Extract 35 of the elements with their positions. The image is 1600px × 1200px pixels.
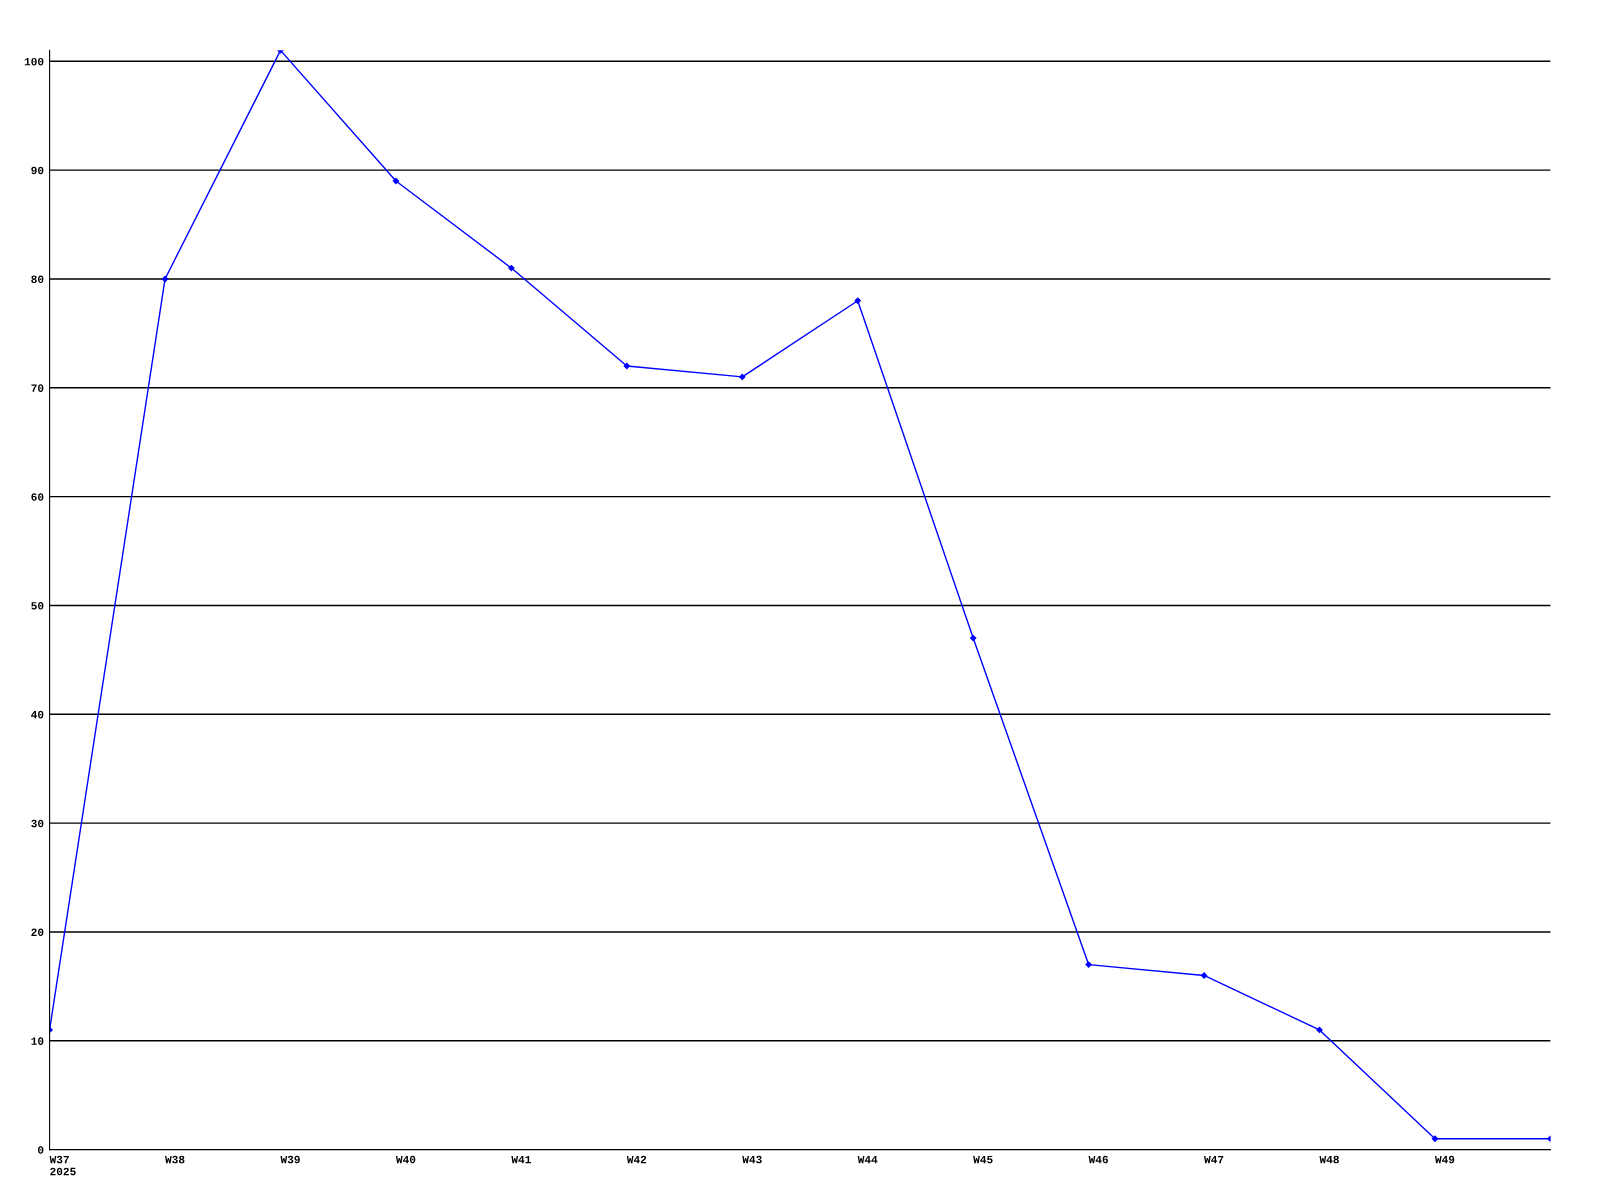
y-tick-label: 90 <box>31 166 44 175</box>
y-tick-label: 80 <box>31 275 44 284</box>
point <box>1200 972 1208 979</box>
x-tick-label: W44 <box>857 1155 878 1164</box>
y-tick-label: 10 <box>31 1037 44 1045</box>
point <box>508 264 515 272</box>
x-tick-label: W42 <box>626 1155 647 1164</box>
y-tick-label: 60 <box>31 493 44 501</box>
point <box>739 373 746 381</box>
x-tick-label: W48 <box>1319 1155 1339 1164</box>
y-tick-label: 0 <box>38 1146 44 1154</box>
y-tick-label: 30 <box>31 819 44 828</box>
y-tick-label: 100 <box>24 57 44 66</box>
y-tick-label: 40 <box>31 710 44 719</box>
x-tick-label: W38 <box>165 1155 185 1164</box>
point <box>1085 961 1092 968</box>
point <box>161 275 169 283</box>
x-tick-label: W46 <box>1088 1155 1108 1164</box>
x-tick-label: W49 <box>1434 1155 1455 1164</box>
y-tick-label: 20 <box>31 928 44 937</box>
point <box>854 297 861 304</box>
point <box>623 362 630 370</box>
point <box>1316 1026 1323 1034</box>
point <box>970 634 977 642</box>
x-tick-label: W47 <box>1204 1155 1224 1164</box>
point <box>392 177 400 185</box>
point <box>1431 1135 1439 1142</box>
y-tick-label: 50 <box>31 602 44 610</box>
x-tick-label: W45 <box>973 1155 993 1164</box>
y-tick-label: 70 <box>31 384 44 392</box>
x-tick-label: W37 2025 <box>49 1155 76 1176</box>
x-tick-label: W43 <box>742 1155 762 1164</box>
x-tick-label: W39 <box>280 1155 300 1164</box>
x-tick-label: W40 <box>395 1155 416 1164</box>
x-tick-label: W41 <box>511 1155 531 1164</box>
